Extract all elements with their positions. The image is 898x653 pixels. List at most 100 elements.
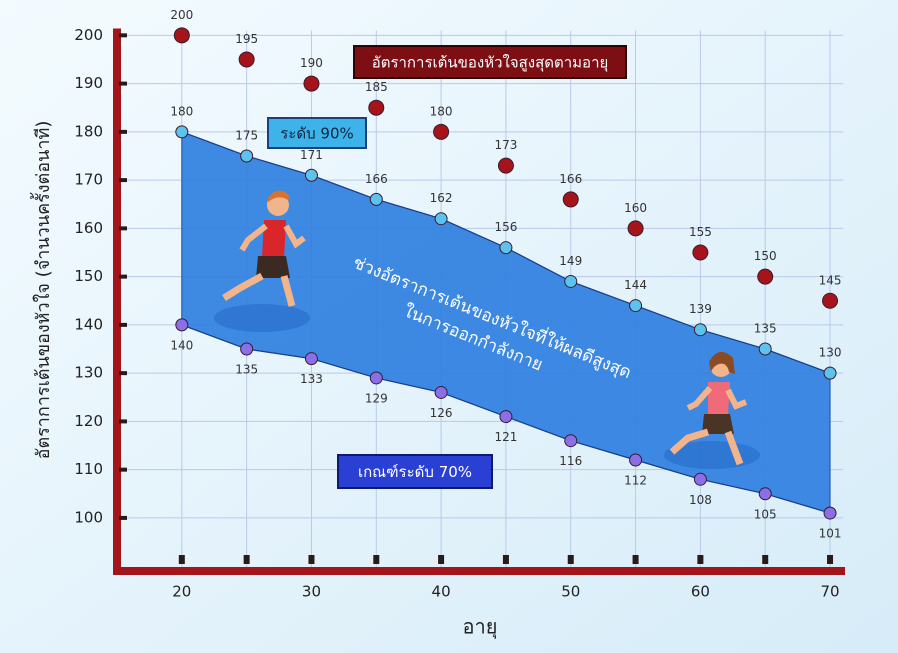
x-tick: [567, 555, 574, 564]
data-point: [433, 123, 450, 140]
x-tick-label: 40: [432, 583, 451, 601]
legend-label: เกณฑ์ระดับ 70%: [358, 463, 472, 481]
data-point: [175, 125, 189, 139]
data-label: 145: [819, 273, 842, 287]
data-point: [564, 434, 578, 448]
data-label: 180: [430, 104, 453, 118]
data-point: [629, 453, 643, 467]
data-point: [822, 292, 839, 309]
data-point: [692, 244, 709, 261]
x-tick: [697, 555, 704, 564]
data-label: 116: [559, 454, 582, 468]
x-tick: [373, 555, 380, 564]
data-label: 162: [430, 191, 453, 205]
data-label: 190: [300, 56, 323, 70]
data-label: 135: [235, 363, 258, 377]
data-label: 171: [300, 148, 323, 162]
x-tick-label: 20: [172, 583, 191, 601]
x-tick: [827, 555, 834, 564]
legend-label: อัตราการเต้นของหัวใจสูงสุดตามอายุ: [372, 54, 609, 73]
x-tick: [632, 555, 639, 564]
legend-box: [353, 45, 627, 79]
legend-box: [267, 117, 367, 149]
y-tick-label: 140: [74, 315, 103, 333]
y-tick-label: 110: [74, 460, 103, 478]
y-tick-label: 180: [74, 122, 103, 140]
data-point: [434, 212, 448, 226]
legend-box: [337, 454, 493, 489]
data-point: [499, 241, 513, 255]
data-point: [240, 149, 254, 163]
data-point: [304, 352, 318, 366]
data-label: 105: [754, 507, 777, 521]
data-point: [175, 318, 189, 332]
data-point: [693, 323, 707, 337]
data-label: 150: [754, 249, 777, 263]
data-point: [758, 342, 772, 356]
x-tick: [502, 555, 509, 564]
data-label: 144: [624, 278, 647, 292]
data-label: 175: [235, 128, 258, 142]
y-tick-label: 120: [74, 412, 103, 430]
data-point: [823, 366, 837, 380]
data-label: 101: [819, 527, 842, 541]
data-label: 133: [300, 372, 323, 386]
data-label: 135: [754, 322, 777, 336]
data-label: 155: [689, 225, 712, 239]
y-tick-label: 130: [74, 364, 103, 382]
x-tick: [438, 555, 445, 564]
data-label: 195: [235, 32, 258, 46]
data-point: [757, 268, 774, 285]
y-tick-label: 200: [74, 26, 103, 44]
x-tick-label: 60: [691, 583, 710, 601]
x-tick-label: 70: [820, 583, 839, 601]
data-point: [304, 168, 318, 182]
y-axis-label: อัตราการเต้นของหัวใจ (จำนวนครั้งต่อนาที): [30, 121, 54, 460]
data-label: 200: [170, 8, 193, 22]
x-tick-label: 30: [302, 583, 321, 601]
data-label: 166: [365, 172, 388, 186]
y-tick-label: 160: [74, 219, 103, 237]
data-point: [499, 410, 513, 424]
data-point: [173, 27, 190, 44]
y-tick-label: 190: [74, 74, 103, 92]
x-axis-label: อายุ: [463, 615, 498, 640]
data-label: 129: [365, 391, 388, 405]
data-label: 160: [624, 201, 647, 215]
data-label: 140: [170, 338, 193, 352]
runners: [214, 190, 760, 469]
y-tick-label: 100: [74, 508, 103, 526]
data-label: 139: [689, 302, 712, 316]
data-label: 149: [559, 254, 582, 268]
data-point: [627, 220, 644, 237]
data-point: [562, 191, 579, 208]
data-label: 108: [689, 493, 712, 507]
data-point: [497, 157, 514, 174]
data-point: [823, 506, 837, 520]
legend-label: ระดับ 90%: [280, 125, 353, 143]
data-label: 112: [624, 474, 647, 488]
data-point: [240, 342, 254, 356]
data-point: [368, 99, 385, 116]
x-tick: [178, 555, 185, 564]
data-point: [303, 75, 320, 92]
data-point: [434, 385, 448, 399]
data-point: [629, 299, 643, 313]
data-label: 121: [494, 430, 517, 444]
data-point: [693, 472, 707, 486]
data-label: 166: [559, 172, 582, 186]
y-tick-label: 170: [74, 171, 103, 189]
data-point: [238, 51, 255, 68]
data-label: 180: [170, 104, 193, 118]
x-tick: [308, 555, 315, 564]
data-point: [369, 371, 383, 385]
data-label: 173: [494, 138, 517, 152]
data-label: 126: [430, 406, 453, 420]
data-point: [758, 487, 772, 501]
data-label: 185: [365, 80, 388, 94]
x-tick: [243, 555, 250, 564]
data-label: 130: [819, 346, 842, 360]
y-tick-label: 150: [74, 267, 103, 285]
